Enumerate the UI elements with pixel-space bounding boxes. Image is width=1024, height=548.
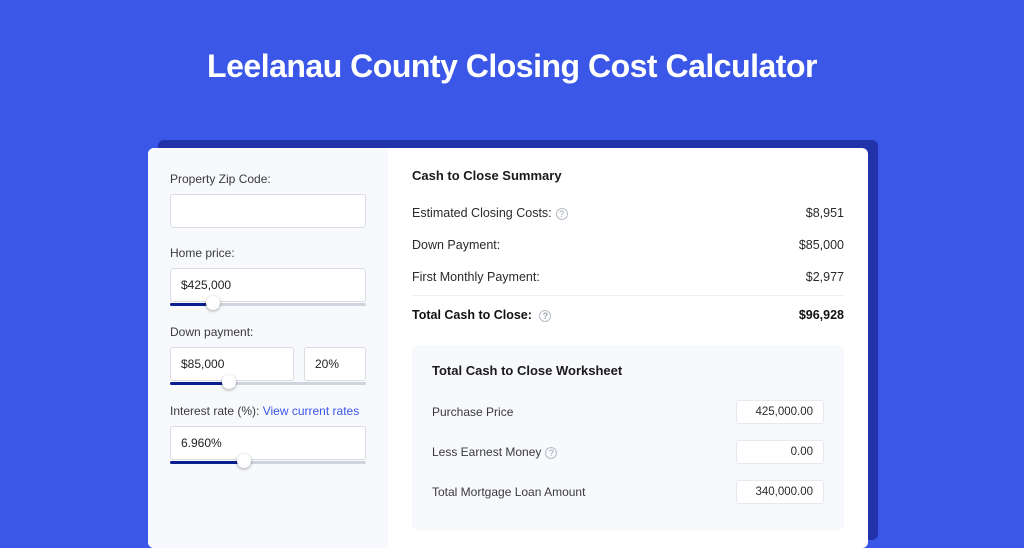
calculator-card: Property Zip Code: Home price: Down paym…	[148, 148, 868, 548]
summary-total-row: Total Cash to Close: ? $96,928	[412, 295, 844, 331]
summary-total-label: Total Cash to Close:	[412, 308, 532, 322]
summary-rows: Estimated Closing Costs:? $8,951 Down Paym…	[412, 197, 844, 293]
summary-total-value: $96,928	[799, 308, 844, 322]
help-icon[interactable]: ?	[556, 208, 568, 220]
down-payment-label: Down payment:	[170, 325, 366, 339]
summary-row-label: Estimated Closing Costs:	[412, 206, 552, 220]
help-icon[interactable]: ?	[545, 447, 557, 459]
home-price-field-group: Home price:	[170, 246, 366, 307]
down-payment-pct-input[interactable]	[304, 347, 366, 381]
interest-rate-slider[interactable]	[170, 459, 366, 465]
worksheet-row-label: Purchase Price	[432, 405, 513, 419]
worksheet-row: Less Earnest Money? 0.00	[432, 432, 824, 472]
summary-row: Down Payment: $85,000	[412, 229, 844, 261]
worksheet-row-value: 425,000.00	[736, 400, 824, 424]
down-payment-field-group: Down payment:	[170, 325, 366, 386]
summary-row: Estimated Closing Costs:? $8,951	[412, 197, 844, 229]
home-price-label: Home price:	[170, 246, 366, 260]
down-payment-slider-thumb[interactable]	[222, 375, 236, 389]
help-icon[interactable]: ?	[539, 310, 551, 322]
home-price-slider-thumb[interactable]	[206, 296, 220, 310]
summary-row-value: $85,000	[799, 238, 844, 252]
summary-row-value: $2,977	[806, 270, 844, 284]
interest-rate-slider-thumb[interactable]	[237, 454, 251, 468]
summary-row-label: Down Payment:	[412, 238, 500, 252]
interest-rate-slider-fill	[170, 461, 244, 464]
worksheet-row: Total Mortgage Loan Amount 340,000.00	[432, 472, 824, 512]
interest-rate-field-group: Interest rate (%): View current rates	[170, 404, 366, 465]
interest-rate-label: Interest rate (%):	[170, 404, 259, 418]
home-price-slider[interactable]	[170, 301, 366, 307]
input-panel: Property Zip Code: Home price: Down paym…	[148, 148, 388, 548]
worksheet-row-value: 340,000.00	[736, 480, 824, 504]
down-payment-slider[interactable]	[170, 380, 366, 386]
hero: Leelanau County Closing Cost Calculator	[0, 0, 1024, 113]
zip-field-group: Property Zip Code:	[170, 172, 366, 228]
summary-row-value: $8,951	[806, 206, 844, 220]
summary-title: Cash to Close Summary	[412, 168, 844, 183]
results-panel: Cash to Close Summary Estimated Closing …	[388, 148, 868, 548]
view-rates-link[interactable]: View current rates	[263, 404, 360, 418]
summary-row-label: First Monthly Payment:	[412, 270, 540, 284]
zip-label: Property Zip Code:	[170, 172, 366, 186]
page-title: Leelanau County Closing Cost Calculator	[0, 48, 1024, 85]
worksheet-row: Purchase Price 425,000.00	[432, 392, 824, 432]
worksheet-row-label: Less Earnest Money	[432, 445, 541, 459]
zip-input[interactable]	[170, 194, 366, 228]
interest-rate-input[interactable]	[170, 426, 366, 460]
summary-row: First Monthly Payment: $2,977	[412, 261, 844, 293]
worksheet-title: Total Cash to Close Worksheet	[432, 363, 824, 378]
worksheet-rows: Purchase Price 425,000.00 Less Earnest Mon…	[432, 392, 824, 512]
home-price-input[interactable]	[170, 268, 366, 302]
worksheet-row-label: Total Mortgage Loan Amount	[432, 485, 585, 499]
worksheet-row-value: 0.00	[736, 440, 824, 464]
down-payment-slider-fill	[170, 382, 229, 385]
worksheet-panel: Total Cash to Close Worksheet Purchase P…	[412, 345, 844, 530]
